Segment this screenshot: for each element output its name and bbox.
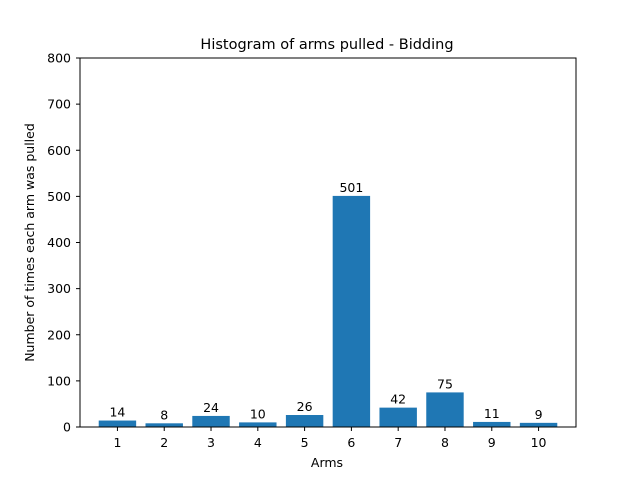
data-label-arm-9: 11 (484, 406, 500, 421)
y-tick-label-400: 400 (47, 235, 71, 250)
x-axis: 1 2 3 4 5 6 7 8 9 10 (113, 427, 547, 450)
x-axis-label: Arms (311, 455, 343, 470)
y-axis-label: Number of times each arm was pulled (22, 123, 37, 362)
bar-arm-6 (332, 195, 371, 427)
data-label-arm-8: 75 (437, 376, 453, 391)
bar-arm-4 (239, 422, 277, 427)
x-tick-label-3: 3 (207, 435, 215, 450)
y-tick-label-100: 100 (47, 373, 71, 388)
x-tick-label-9: 9 (488, 435, 496, 450)
plot-frame (79, 57, 577, 428)
bar-arm-8 (426, 392, 464, 427)
x-tick-label-4: 4 (254, 435, 262, 450)
x-tick-label-1: 1 (113, 435, 121, 450)
data-label-arm-3: 24 (203, 400, 219, 415)
x-tick-label-7: 7 (394, 435, 402, 450)
y-tick-label-700: 700 (47, 97, 71, 112)
bar-arm-2 (145, 423, 183, 427)
x-tick-label-2: 2 (160, 435, 168, 450)
x-tick-label-10: 10 (531, 435, 547, 450)
bar-arm-9 (473, 421, 511, 427)
bar-arm-3 (192, 415, 230, 427)
y-tick-label-0: 0 (63, 420, 71, 435)
data-label-arm-7: 42 (390, 392, 406, 407)
data-label-arm-6: 501 (339, 180, 363, 195)
data-label-arm-5: 26 (297, 399, 313, 414)
data-labels-layer: 14 8 24 10 26 501 42 75 11 9 (109, 180, 542, 422)
bar-arm-10 (519, 422, 558, 427)
bar-arm-5 (285, 415, 324, 427)
data-label-arm-4: 10 (250, 406, 266, 421)
bar-arm-7 (379, 407, 417, 427)
bar-arm-1 (98, 420, 137, 427)
data-label-arm-1: 14 (109, 405, 125, 420)
x-tick-label-5: 5 (301, 435, 309, 450)
data-label-arm-2: 8 (160, 407, 168, 422)
y-tick-label-300: 300 (47, 281, 71, 296)
x-tick-label-8: 8 (441, 435, 449, 450)
y-tick-label-200: 200 (47, 327, 71, 342)
y-axis: 0 100 200 300 400 500 600 700 800 (47, 51, 80, 435)
y-tick-label-500: 500 (47, 189, 71, 204)
y-tick-label-800: 800 (47, 51, 71, 66)
data-label-arm-10: 9 (535, 407, 543, 422)
x-tick-label-6: 6 (347, 435, 355, 450)
bars-layer (98, 195, 558, 427)
y-tick-label-600: 600 (47, 143, 71, 158)
chart-title: Histogram of arms pulled - Bidding (200, 37, 453, 53)
